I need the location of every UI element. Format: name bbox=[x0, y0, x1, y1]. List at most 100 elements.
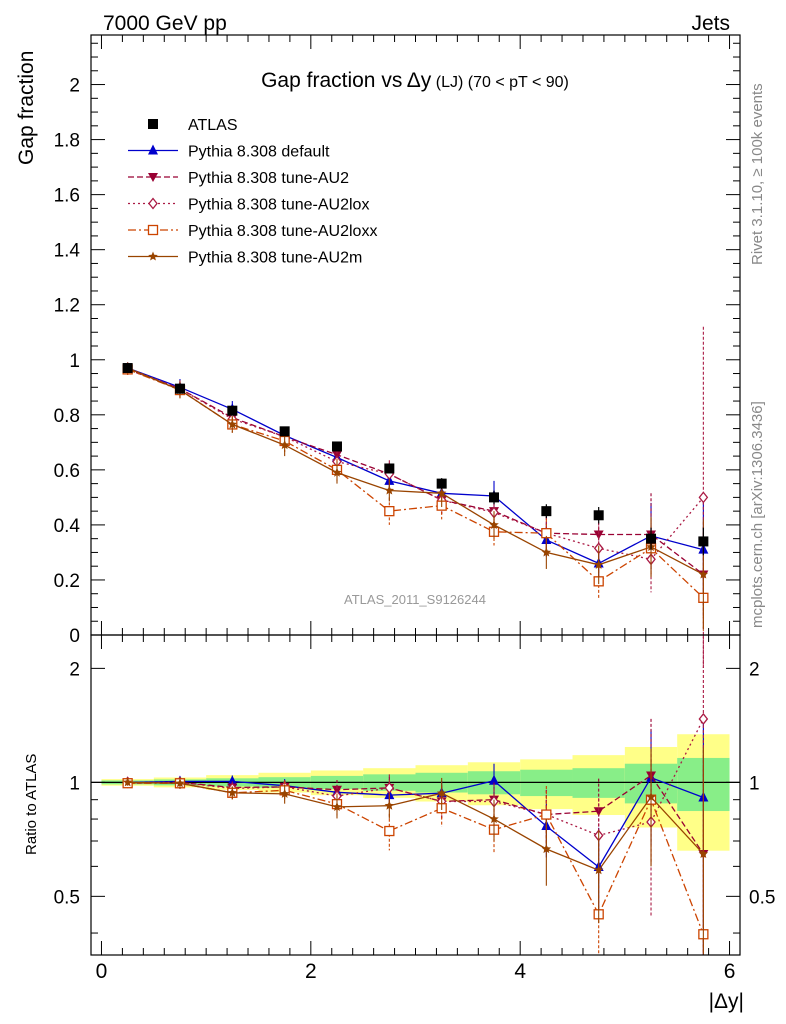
title-tag: (LJ) bbox=[436, 74, 464, 91]
legend-marker-3 bbox=[148, 197, 158, 210]
ratio-3-point-5 bbox=[384, 825, 395, 837]
legend-marker-0 bbox=[148, 119, 158, 129]
x-tick-label-3: 6 bbox=[724, 960, 736, 983]
ratio-4-point-1 bbox=[175, 778, 185, 788]
x-axis-label: |Δy| bbox=[709, 990, 744, 1013]
series-4-point-3 bbox=[279, 440, 290, 450]
legend-marker-5 bbox=[148, 251, 158, 261]
series-2-point-11 bbox=[698, 491, 709, 504]
reference-point-6 bbox=[436, 478, 447, 489]
top-y-tick-label-5: 1 bbox=[69, 351, 80, 372]
legend-marker-4 bbox=[147, 224, 159, 236]
bottom-y-tick-label-2: 2 bbox=[69, 659, 80, 680]
ratio-4-point-4 bbox=[332, 801, 342, 811]
ratio-4-point-9 bbox=[593, 865, 604, 875]
ratio-1-point-9 bbox=[593, 807, 604, 817]
top-y-tick-label-7: 1.4 bbox=[54, 241, 81, 262]
x-tick-label-2: 4 bbox=[514, 960, 526, 983]
series-4-point-7 bbox=[489, 519, 499, 529]
ratio-4-point-6 bbox=[436, 788, 447, 798]
series-line-4 bbox=[127, 367, 704, 575]
reference-point-0 bbox=[122, 363, 133, 374]
series-4-point-11 bbox=[698, 569, 709, 579]
bottom-y-tick-label-0: 0.5 bbox=[54, 887, 80, 908]
top-y-tick-label-2: 0.4 bbox=[54, 516, 81, 537]
legend-item-4: Pythia 8.308 tune-AU2loxx bbox=[128, 223, 377, 240]
x-tick-label-1: 2 bbox=[305, 960, 317, 983]
ratio-line-2 bbox=[127, 718, 704, 837]
series-3-point-5 bbox=[384, 505, 395, 517]
header-right: Jets bbox=[691, 12, 730, 35]
ratio-series-4 bbox=[122, 747, 709, 955]
legend-marker-1 bbox=[148, 144, 158, 155]
reference-point-1 bbox=[174, 383, 185, 394]
legend-item-3: Pythia 8.308 tune-AU2lox bbox=[128, 197, 369, 214]
header-left: 7000 GeV pp bbox=[103, 12, 227, 35]
legend-label-1: Pythia 8.308 default bbox=[188, 144, 330, 161]
reference-series bbox=[122, 363, 709, 556]
reference-point-2 bbox=[227, 405, 238, 416]
top-y-tick-label-8: 1.6 bbox=[54, 186, 80, 207]
top-y-tick-label-3: 0.6 bbox=[54, 461, 80, 482]
ratio-4-point-5 bbox=[384, 800, 395, 810]
bottom-y-tick-label-right-1: 1 bbox=[749, 773, 760, 794]
series-4 bbox=[122, 362, 709, 630]
ratio-0-point-2 bbox=[227, 775, 238, 786]
legend-item-1: Pythia 8.308 default bbox=[128, 144, 330, 161]
series-1-point-9 bbox=[593, 530, 604, 540]
series-0 bbox=[122, 362, 709, 605]
series-4-point-9 bbox=[593, 559, 604, 569]
top-y-tick-label-1: 0.2 bbox=[54, 571, 80, 592]
ratio-4-point-11 bbox=[698, 848, 709, 858]
top-y-tick-label-0: 0 bbox=[69, 626, 80, 647]
ratio-2-point-11 bbox=[698, 712, 709, 725]
reference-point-5 bbox=[384, 463, 395, 474]
reference-point-4 bbox=[331, 441, 342, 452]
bottom-y-tick-label-right-2: 2 bbox=[749, 659, 760, 680]
reference-point-9 bbox=[593, 510, 604, 521]
bottom-y-tick-label-right-0: 0.5 bbox=[749, 887, 775, 908]
watermark: ATLAS_2011_S9126244 bbox=[344, 592, 486, 607]
top-y-tick-label-9: 1.8 bbox=[54, 131, 80, 152]
legend-label-5: Pythia 8.308 tune-AU2m bbox=[188, 250, 362, 267]
title-variable: Δy bbox=[407, 69, 432, 92]
series-1 bbox=[122, 363, 709, 616]
ratio-4-point-7 bbox=[489, 814, 499, 824]
series-4-point-8 bbox=[541, 547, 552, 557]
ratio-2-point-5 bbox=[384, 781, 395, 794]
bottom-y-tick-label-1: 1 bbox=[69, 773, 80, 794]
series-line-1 bbox=[127, 368, 704, 575]
legend-label-3: Pythia 8.308 tune-AU2lox bbox=[188, 197, 369, 214]
legend-item-2: Pythia 8.308 tune-AU2 bbox=[128, 170, 349, 187]
reference-point-7 bbox=[489, 492, 500, 503]
ratio-4-point-0 bbox=[122, 777, 133, 787]
reference-point-10 bbox=[646, 533, 657, 544]
top-y-tick-label-4: 0.8 bbox=[54, 406, 80, 427]
reference-point-3 bbox=[279, 426, 290, 437]
legend-label-0: ATLAS bbox=[188, 117, 238, 134]
mcplots-label: mcplots.cern.ch [arXiv:1306.3436] bbox=[749, 401, 766, 628]
series-2 bbox=[122, 326, 709, 669]
reference-point-8 bbox=[541, 506, 552, 517]
series-4-point-4 bbox=[332, 467, 342, 477]
y-axis-label-top: Gap fraction bbox=[15, 51, 38, 165]
series-line-2 bbox=[127, 367, 704, 561]
ratio-0-point-7 bbox=[489, 774, 500, 785]
rivet-label: Rivet 3.1.10, ≥ 100k events bbox=[749, 83, 766, 265]
legend-label-4: Pythia 8.308 tune-AU2loxx bbox=[188, 223, 377, 240]
ratio-3-point-8 bbox=[541, 809, 552, 820]
y-axis-label-bottom: Ratio to ATLAS bbox=[23, 754, 40, 855]
x-tick-label-0: 0 bbox=[96, 960, 108, 983]
series-4-point-2 bbox=[227, 419, 238, 429]
top-y-tick-label-6: 1.2 bbox=[54, 296, 80, 317]
ratio-4-point-2 bbox=[227, 787, 238, 797]
ratio-series-1 bbox=[122, 718, 709, 955]
series-4-point-5 bbox=[384, 485, 395, 495]
ratio-line-4 bbox=[127, 781, 704, 871]
reference-point-11 bbox=[698, 536, 709, 547]
top-y-tick-label-10: 2 bbox=[69, 76, 80, 97]
ratio-series-0 bbox=[122, 715, 709, 955]
ratio-band-stat-9 bbox=[572, 768, 625, 798]
legend-item-0: ATLAS bbox=[148, 117, 238, 134]
